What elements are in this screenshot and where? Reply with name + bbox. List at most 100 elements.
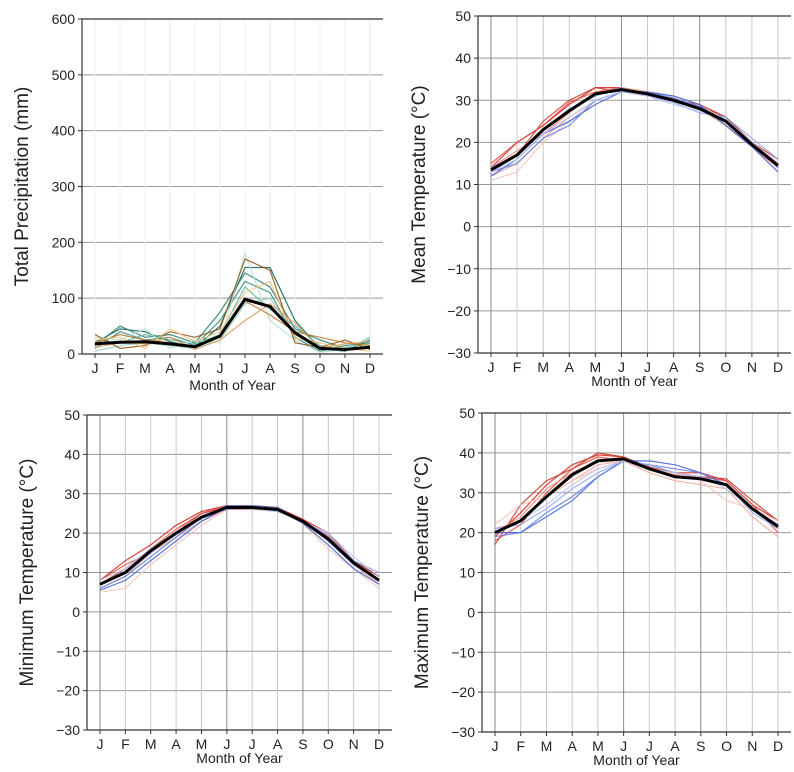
mean_temperature-ytick-label: 50: [455, 8, 471, 24]
precipitation-xtick-label: F: [116, 360, 125, 376]
minimum_temperature-xtick-label: M: [145, 736, 157, 752]
precipitation-ytick-label: 100: [52, 290, 76, 306]
precipitation-ytick-label: 0: [67, 346, 75, 362]
mean_temperature-xtick-label: O: [720, 359, 731, 375]
mean_temperature-ytick-label: 40: [455, 50, 471, 66]
precipitation-ensemble-line-5: [94, 251, 371, 353]
precipitation-xtick-label: A: [165, 360, 175, 376]
maximum_temperature-xtick-label: A: [670, 738, 680, 754]
maximum_temperature-ytick-label: 50: [459, 405, 475, 421]
maximum_temperature-xtick-label: S: [696, 738, 705, 754]
precipitation-mean-line: [94, 297, 371, 352]
maximum_temperature-xtick-label: O: [721, 738, 732, 754]
mean_temperature-xtick-label: F: [513, 359, 522, 375]
precipitation-xtick-label: N: [340, 360, 350, 376]
maximum_temperature-xtick-label: N: [747, 738, 757, 754]
maximum_temperature-ensemble-line-6: [495, 460, 779, 534]
precipitation-xtick-label: J: [217, 360, 224, 376]
maximum_temperature-ytick-label: 40: [459, 445, 475, 461]
maximum_temperature-xtick-label: J: [492, 738, 499, 754]
maximum_temperature-xtick-label: J: [646, 738, 653, 754]
mean_temperature-mean-line: [490, 88, 779, 172]
precipitation-xtick-label: J: [92, 360, 99, 376]
maximum_temperature-ensemble-line-1: [494, 452, 779, 545]
mean_temperature-ytick-label: 10: [455, 177, 471, 193]
minimum_temperature-xtick-label: A: [273, 736, 283, 752]
precipitation-y-title: Total Precipitation (mm): [12, 87, 33, 287]
minimum_temperature-ytick-label: 20: [64, 525, 80, 541]
mean_temperature-ensemble-line-9: [490, 91, 779, 173]
mean_temperature-xtick-label: J: [618, 359, 625, 375]
precipitation-ensemble-line-6: [94, 258, 371, 351]
minimum_temperature-ytick-label: 40: [64, 446, 80, 462]
mean_temperature-xtick-label: M: [537, 359, 549, 375]
mean_temperature-ytick-label: −20: [447, 303, 471, 319]
maximum_temperature-ytick-label: 30: [459, 485, 475, 501]
minimum_temperature-xtick-label: S: [298, 736, 307, 752]
minimum_temperature-xtick-label: J: [249, 736, 256, 752]
maximum_temperature-xtick-label: M: [541, 738, 553, 754]
minimum_temperature-ytick-label: 30: [64, 486, 80, 502]
minimum_temperature-ytick-label: 50: [64, 407, 80, 423]
precipitation-xtick-label: S: [290, 360, 299, 376]
precipitation-xtick-label: A: [265, 360, 275, 376]
minimum_temperature-ytick-label: −20: [56, 683, 80, 699]
precipitation-ytick-label: 600: [52, 11, 76, 27]
minimum_temperature-ytick-label: −30: [56, 722, 80, 738]
maximum_temperature-y-title: Maximum Temperature (°C): [412, 456, 433, 689]
mean_temperature-xtick-label: S: [695, 359, 704, 375]
precipitation-xtick-label: M: [189, 360, 201, 376]
maximum_temperature-ytick-label: 0: [467, 604, 475, 620]
mean_temperature-ytick-label: 30: [455, 92, 471, 108]
precipitation-ytick-label: 300: [52, 179, 76, 195]
maximum_temperature-xtick-label: A: [568, 738, 578, 754]
maximum_temperature-ytick-label: 10: [459, 565, 475, 581]
mean_temperature-xtick-label: A: [565, 359, 575, 375]
maximum_temperature-ytick-label: −30: [451, 724, 475, 740]
minimum_temperature-xtick-label: O: [323, 736, 334, 752]
minimum_temperature-x-title: Month of Year: [196, 750, 283, 766]
precipitation-xtick-label: O: [315, 360, 326, 376]
mean_temperature-x-title: Month of Year: [591, 373, 678, 389]
maximum_temperature-ytick-label: 20: [459, 525, 475, 541]
minimum_temperature-y-title: Minimum Temperature (°C): [17, 459, 38, 687]
mean_temperature-ytick-label: 20: [455, 134, 471, 150]
minimum_temperature-xtick-label: N: [349, 736, 359, 752]
precipitation-ensemble-line-9: [94, 280, 371, 352]
mean_temperature-xtick-label: J: [644, 359, 651, 375]
maximum_temperature-xtick-label: F: [516, 738, 525, 754]
mean_temperature-ytick-label: −10: [447, 261, 471, 277]
maximum_temperature-xtick-label: D: [773, 738, 783, 754]
minimum_temperature-ytick-label: −10: [56, 643, 80, 659]
mean_temperature-xtick-label: A: [669, 359, 679, 375]
precipitation-xtick-label: J: [242, 360, 249, 376]
mean_temperature-xtick-label: J: [488, 359, 495, 375]
precipitation-ytick-label: 500: [52, 67, 76, 83]
mean_temperature-ytick-label: −30: [447, 345, 471, 361]
mean_temperature-y-title: Mean Temperature (°C): [409, 85, 430, 283]
mean_temperature-ytick-label: 0: [463, 219, 471, 235]
minimum_temperature-mean-line: [99, 506, 380, 586]
mean_temperature-ensemble-line-5: [490, 91, 779, 181]
minimum_temperature-xtick-label: F: [121, 736, 130, 752]
minimum_temperature-ytick-label: 0: [72, 604, 80, 620]
minimum_temperature-xtick-label: D: [374, 736, 384, 752]
minimum_temperature-xtick-label: J: [97, 736, 104, 752]
maximum_temperature-xtick-label: J: [620, 738, 627, 754]
precipitation-x-title: Month of Year: [189, 377, 276, 393]
maximum_temperature-ytick-label: −10: [451, 644, 475, 660]
maximum_temperature-x-title: Month of Year: [593, 752, 680, 767]
maximum_temperature-xtick-label: M: [592, 738, 604, 754]
minimum_temperature-xtick-label: A: [171, 736, 181, 752]
precipitation-ytick-label: 400: [52, 123, 76, 139]
minimum_temperature-xtick-label: M: [196, 736, 208, 752]
precipitation-xtick-label: M: [139, 360, 151, 376]
minimum_temperature-ensemble-line-0: [99, 505, 380, 581]
maximum_temperature-ytick-label: −20: [451, 684, 475, 700]
precipitation-ensemble-line-7: [94, 300, 371, 348]
